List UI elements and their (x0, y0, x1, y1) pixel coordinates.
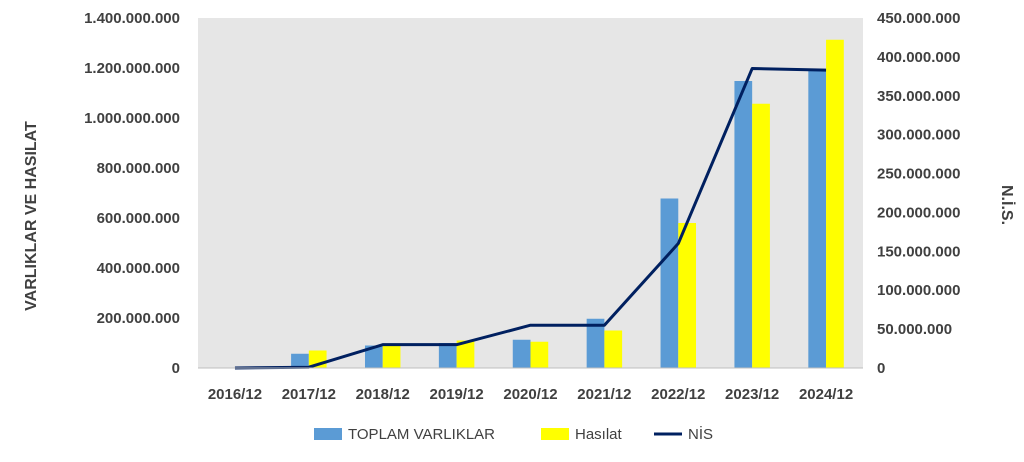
left-axis-title: VARLIKLAR VE HASILAT (23, 121, 40, 311)
bar-hasilat-2023-12 (752, 103, 770, 368)
bar-hasilat-2019-12 (456, 340, 475, 368)
line-layer (234, 67, 827, 370)
y-tick-label: 1.000.000.000 (84, 110, 180, 127)
legend-label-nis: NİS (688, 425, 713, 443)
y-tick-label: 600.000.000 (97, 210, 180, 227)
y-tick-label: 0 (172, 360, 180, 377)
x-tick-label: 2016/12 (208, 386, 262, 403)
x-axis-ticks: 2016/12 2017/12 2018/12 2019/12 2020/12 2021/… (208, 386, 853, 403)
bar-hasilat-2024-12 (826, 39, 844, 368)
bars-layer (291, 39, 844, 368)
y2-tick-label: 150.000.000 (877, 243, 960, 260)
right-axis-ticks: 0 50.000.000 100.000.000 150.000.000 200.000… (877, 10, 960, 377)
y2-tick-label: 300.000.000 (877, 127, 960, 144)
left-axis-ticks: 0 200.000.000 400.000.000 600.000.000 800.00… (84, 10, 180, 377)
x-tick-label: 2024/12 (799, 386, 853, 403)
x-tick-label: 2017/12 (282, 386, 336, 403)
y2-tick-label: 450.000.000 (877, 10, 960, 27)
y-tick-label: 1.200.000.000 (84, 60, 180, 77)
y2-tick-label: 350.000.000 (877, 88, 960, 105)
y-tick-label: 1.400.000.000 (84, 10, 180, 27)
bar-toplam-varliklar-2021-12 (586, 318, 605, 368)
bar-hasilat-2022-12 (678, 223, 697, 368)
bar-toplam-varliklar-2018-12 (364, 345, 383, 368)
y2-tick-label: 200.000.000 (877, 204, 960, 221)
y-tick-label: 200.000.000 (97, 310, 180, 327)
bar-hasilat-2021-12 (604, 330, 623, 368)
x-tick-label: 2020/12 (503, 386, 557, 403)
right-axis-title: N.İ.S. (998, 185, 1016, 225)
line-nis (234, 67, 827, 370)
y2-tick-label: 400.000.000 (877, 49, 960, 66)
x-tick-label: 2023/12 (725, 386, 779, 403)
y-tick-label: 400.000.000 (97, 260, 180, 277)
legend-swatch-toplam-varliklar (314, 428, 342, 440)
bar-toplam-varliklar-2017-12 (291, 353, 309, 368)
y2-tick-label: 100.000.000 (877, 282, 960, 299)
x-tick-label: 2021/12 (577, 386, 631, 403)
legend-swatch-hasilat (541, 428, 569, 440)
legend: TOPLAM VARLIKLAR Hasılat NİS (314, 425, 713, 443)
bar-toplam-varliklar-2023-12 (734, 81, 753, 368)
bar-toplam-varliklar-2020-12 (512, 339, 531, 368)
bar-toplam-varliklar-2024-12 (808, 70, 827, 368)
y-tick-label: 800.000.000 (97, 160, 180, 177)
y2-tick-label: 50.000.000 (877, 321, 952, 338)
y2-tick-label: 0 (877, 360, 885, 377)
x-tick-label: 2018/12 (356, 386, 410, 403)
y2-tick-label: 250.000.000 (877, 166, 960, 183)
bar-toplam-varliklar-2019-12 (438, 343, 457, 368)
legend-label-hasilat: Hasılat (575, 426, 623, 443)
legend-label-toplam-varliklar: TOPLAM VARLIKLAR (348, 426, 495, 443)
bar-hasilat-2018-12 (382, 346, 401, 368)
bar-toplam-varliklar-2022-12 (660, 198, 679, 368)
x-tick-label: 2022/12 (651, 386, 705, 403)
x-tick-label: 2019/12 (429, 386, 483, 403)
bar-hasilat-2020-12 (530, 341, 549, 368)
